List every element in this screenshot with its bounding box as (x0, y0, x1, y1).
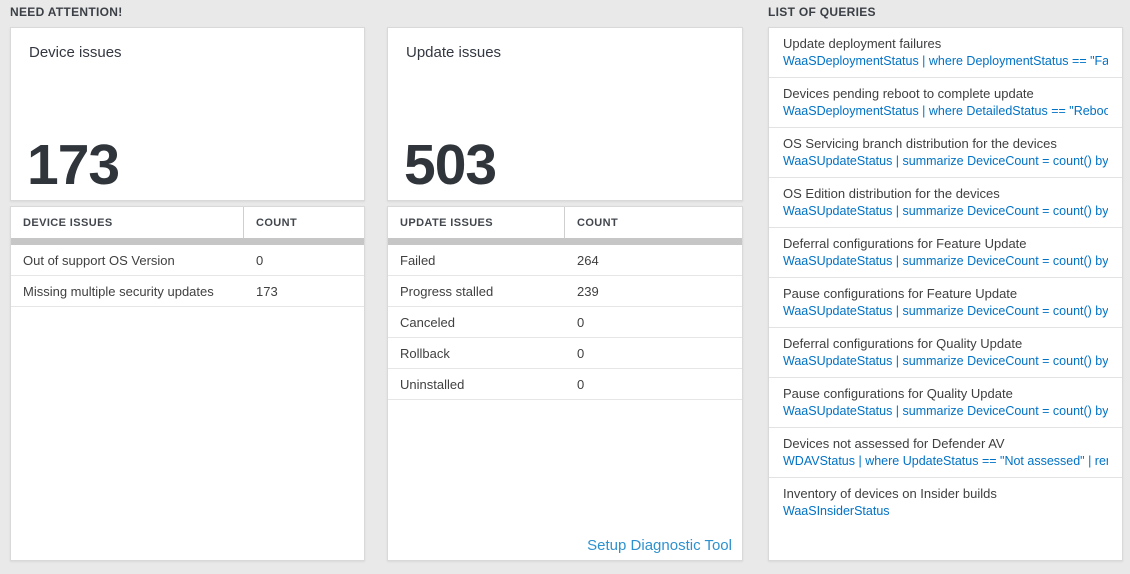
query-text[interactable]: WaaSUpdateStatus | summarize DeviceCount… (783, 204, 1108, 218)
query-list-item[interactable]: OS Edition distribution for the devices … (769, 178, 1122, 228)
query-title: Deferral configurations for Quality Upda… (783, 336, 1023, 351)
query-text[interactable]: WDAVStatus | where UpdateStatus == "Not … (783, 454, 1108, 468)
query-title: OS Edition distribution for the devices (783, 186, 1000, 201)
device-table-header-count: COUNT (256, 216, 298, 229)
query-list-item[interactable]: Devices pending reboot to complete updat… (769, 78, 1122, 128)
query-text[interactable]: WaaSInsiderStatus (783, 504, 890, 518)
list-of-queries-heading: LIST OF QUERIES (768, 5, 876, 19)
row-count: 0 (256, 252, 264, 268)
table-row[interactable]: Failed 264 (388, 245, 742, 276)
row-count: 0 (577, 345, 585, 361)
table-header-divider-bar (388, 238, 742, 245)
table-row[interactable]: Rollback 0 (388, 338, 742, 369)
row-label: Rollback (400, 345, 450, 361)
query-title: Inventory of devices on Insider builds (783, 486, 997, 501)
setup-diagnostic-tool-link[interactable]: Setup Diagnostic Tool (587, 537, 732, 554)
row-label: Uninstalled (400, 376, 465, 392)
device-table-header-issues: DEVICE ISSUES (11, 207, 244, 238)
row-label: Canceled (400, 314, 455, 330)
list-of-queries-panel: Update deployment failures WaaSDeploymen… (768, 27, 1123, 561)
device-issues-tile[interactable]: Device issues 173 (10, 27, 365, 201)
table-row[interactable]: Out of support OS Version 0 (11, 245, 364, 276)
row-count: 0 (577, 314, 585, 330)
query-list-item[interactable]: Pause configurations for Quality Update … (769, 378, 1122, 428)
update-table-header-count: COUNT (577, 216, 619, 229)
row-count: 239 (577, 283, 599, 299)
query-title: Deferral configurations for Feature Upda… (783, 236, 1027, 251)
query-title: Update deployment failures (783, 36, 942, 51)
update-table-header-issues: UPDATE ISSUES (388, 207, 565, 238)
device-issues-count: 173 (27, 133, 120, 198)
query-text[interactable]: WaaSUpdateStatus | summarize DeviceCount… (783, 354, 1108, 368)
device-issues-table: DEVICE ISSUES COUNT Out of support OS Ve… (10, 206, 365, 561)
query-list-item[interactable]: Update deployment failures WaaSDeploymen… (769, 28, 1122, 78)
update-table-header: UPDATE ISSUES COUNT (388, 207, 742, 238)
query-title: OS Servicing branch distribution for the… (783, 136, 1057, 151)
query-list-item[interactable]: Deferral configurations for Feature Upda… (769, 228, 1122, 278)
query-text[interactable]: WaaSDeploymentStatus | where DeploymentS… (783, 54, 1108, 68)
row-label: Missing multiple security updates (23, 283, 214, 299)
query-list-item[interactable]: Devices not assessed for Defender AV WDA… (769, 428, 1122, 478)
row-count: 264 (577, 252, 599, 268)
query-list-item[interactable]: Deferral configurations for Quality Upda… (769, 328, 1122, 378)
query-text[interactable]: WaaSUpdateStatus | summarize DeviceCount… (783, 254, 1108, 268)
query-title: Devices pending reboot to complete updat… (783, 86, 1034, 101)
row-label: Failed (400, 252, 436, 268)
table-row[interactable]: Uninstalled 0 (388, 369, 742, 400)
query-title: Pause configurations for Quality Update (783, 386, 1013, 401)
row-count: 0 (577, 376, 585, 392)
table-row[interactable]: Canceled 0 (388, 307, 742, 338)
query-text[interactable]: WaaSDeploymentStatus | where DetailedSta… (783, 104, 1108, 118)
table-row[interactable]: Missing multiple security updates 173 (11, 276, 364, 307)
need-attention-heading: NEED ATTENTION! (10, 5, 123, 19)
query-text[interactable]: WaaSUpdateStatus | summarize DeviceCount… (783, 154, 1108, 168)
update-issues-count: 503 (404, 133, 497, 198)
query-list-item[interactable]: Pause configurations for Feature Update … (769, 278, 1122, 328)
table-row[interactable]: Progress stalled 239 (388, 276, 742, 307)
row-count: 173 (256, 283, 278, 299)
query-title: Pause configurations for Feature Update (783, 286, 1018, 301)
row-label: Progress stalled (400, 283, 494, 299)
query-list-item[interactable]: OS Servicing branch distribution for the… (769, 128, 1122, 178)
update-issues-table: UPDATE ISSUES COUNT Failed 264 Progress … (387, 206, 743, 561)
query-text[interactable]: WaaSUpdateStatus | summarize DeviceCount… (783, 304, 1108, 318)
update-issues-title: Update issues (406, 44, 502, 61)
device-issues-title: Device issues (29, 44, 122, 61)
table-header-divider-bar (11, 238, 364, 245)
row-label: Out of support OS Version (23, 252, 175, 268)
device-table-header: DEVICE ISSUES COUNT (11, 207, 364, 238)
query-title: Devices not assessed for Defender AV (783, 436, 1005, 451)
query-text[interactable]: WaaSUpdateStatus | summarize DeviceCount… (783, 404, 1108, 418)
query-list-item[interactable]: Inventory of devices on Insider builds W… (769, 478, 1122, 527)
update-issues-tile[interactable]: Update issues 503 (387, 27, 743, 201)
